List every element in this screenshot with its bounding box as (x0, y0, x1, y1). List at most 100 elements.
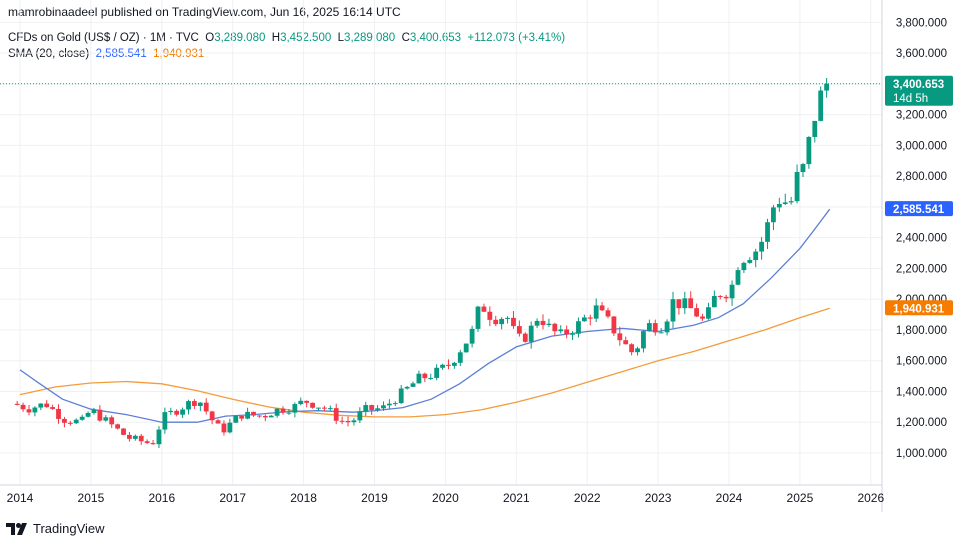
candle-body (274, 408, 280, 416)
candle-body (434, 367, 440, 378)
candle-body (446, 364, 451, 366)
time-tick-label: 2014 (7, 491, 34, 505)
high-value: 3,452.500 (280, 32, 332, 44)
candle-body (629, 344, 635, 353)
candle-body (717, 296, 723, 298)
tradingview-brand: TradingView (33, 521, 105, 536)
candle-body (186, 401, 191, 410)
candle-body (516, 326, 522, 334)
candle-body (546, 323, 552, 326)
candle-body (292, 404, 298, 413)
sma-fast-value: 2,585.541 (95, 48, 147, 60)
candle-body (268, 415, 274, 418)
candle-body (286, 412, 292, 414)
candle-body (676, 299, 682, 309)
candle-body (386, 403, 392, 406)
candle-body (747, 260, 753, 263)
price-tick-label: 3,600.000 (896, 48, 947, 60)
candle-body (67, 422, 73, 424)
price-tick-label: 2,200.000 (896, 263, 947, 275)
candle-body (558, 329, 564, 332)
candle-body (345, 420, 351, 423)
candle-body (765, 222, 770, 242)
candle-body (381, 405, 386, 409)
candle-body (392, 403, 398, 405)
candle-body (109, 417, 115, 425)
candle-body (688, 298, 694, 309)
price-tick-label: 2,400.000 (896, 233, 947, 245)
candle-body (144, 441, 150, 444)
candle-body (316, 407, 321, 409)
time-tick-label: 2025 (787, 491, 814, 505)
candle-body (587, 317, 593, 319)
candle-body (209, 411, 215, 421)
candle-body (771, 207, 776, 223)
candle-body (168, 410, 174, 413)
high-label: H (271, 32, 281, 44)
time-axis: 2014 2015 2016 2017 2018 2019 2020 2021 2022 2023… (7, 491, 885, 505)
open-label: O (205, 32, 215, 44)
candle-body (298, 400, 304, 405)
tradingview-logo-icon (6, 522, 27, 535)
candle-body (333, 408, 339, 421)
candle-body (404, 386, 410, 389)
candle-body (310, 402, 315, 408)
candle-body (646, 323, 652, 332)
candle-body (469, 328, 475, 344)
candle-body (62, 418, 67, 423)
candle-body (321, 407, 327, 409)
time-tick-label: 2018 (290, 491, 317, 505)
candle-body (132, 435, 138, 439)
candle-body (150, 443, 156, 445)
candle-body (20, 404, 26, 410)
time-tick-label: 2016 (148, 491, 175, 505)
candle-body (706, 307, 711, 319)
candle-body (410, 383, 416, 387)
candle-body (363, 405, 369, 412)
candle-body (623, 340, 629, 345)
time-tick-label: 2021 (503, 491, 530, 505)
candle-body (818, 90, 824, 121)
candle-body (776, 204, 782, 208)
time-tick-label: 2024 (716, 491, 743, 505)
candle-body (682, 298, 688, 309)
candle-body (493, 319, 499, 325)
candle-body (280, 408, 286, 413)
low-value: 3,289.080 (344, 32, 396, 44)
symbol-legend: CFDs on Gold (US$ / OZ) · 1M · TVC O 3,28… (8, 32, 565, 44)
candle-body (800, 164, 806, 173)
candle-body (794, 172, 800, 202)
publish-header: mamrobinaadeel published on TradingView.… (8, 5, 401, 19)
price-badges: 3,400.653 14d 5h 2,585.541 1,940.931 (0, 75, 953, 316)
candle-body (398, 388, 404, 404)
candle-body (375, 408, 380, 410)
candle-body (327, 408, 333, 410)
candle-body (156, 429, 162, 445)
candle-body (481, 306, 487, 312)
candle-body (694, 308, 700, 317)
candle-body (522, 333, 528, 342)
candle-body (121, 428, 126, 435)
candle-body (564, 329, 570, 335)
symbol-name[interactable]: CFDs on Gold (US$ / OZ) · 1M · TVC (8, 32, 199, 44)
candle-body (26, 409, 32, 413)
price-tick-label: 3,000.000 (896, 140, 947, 152)
candle-body (197, 402, 203, 406)
candle-body (788, 201, 794, 203)
candle-body (735, 270, 741, 285)
candle-body (162, 412, 168, 430)
candle-body (203, 402, 209, 412)
tradingview-footer[interactable]: TradingView (6, 521, 105, 536)
candle-body (451, 362, 457, 366)
candle-body (73, 419, 79, 424)
sma-label[interactable]: SMA (20, close) (8, 48, 90, 60)
candle-body (357, 411, 363, 421)
chart-grid (0, 0, 882, 485)
candle-body (729, 284, 735, 299)
indicator-legend: SMA (20, close) 2,585.541 1,940.931 (8, 48, 204, 60)
candlesticks (14, 77, 830, 449)
sma-fast-badge-label: 2,585.541 (893, 204, 945, 216)
candle-body (576, 321, 581, 334)
candle-body (192, 401, 197, 406)
